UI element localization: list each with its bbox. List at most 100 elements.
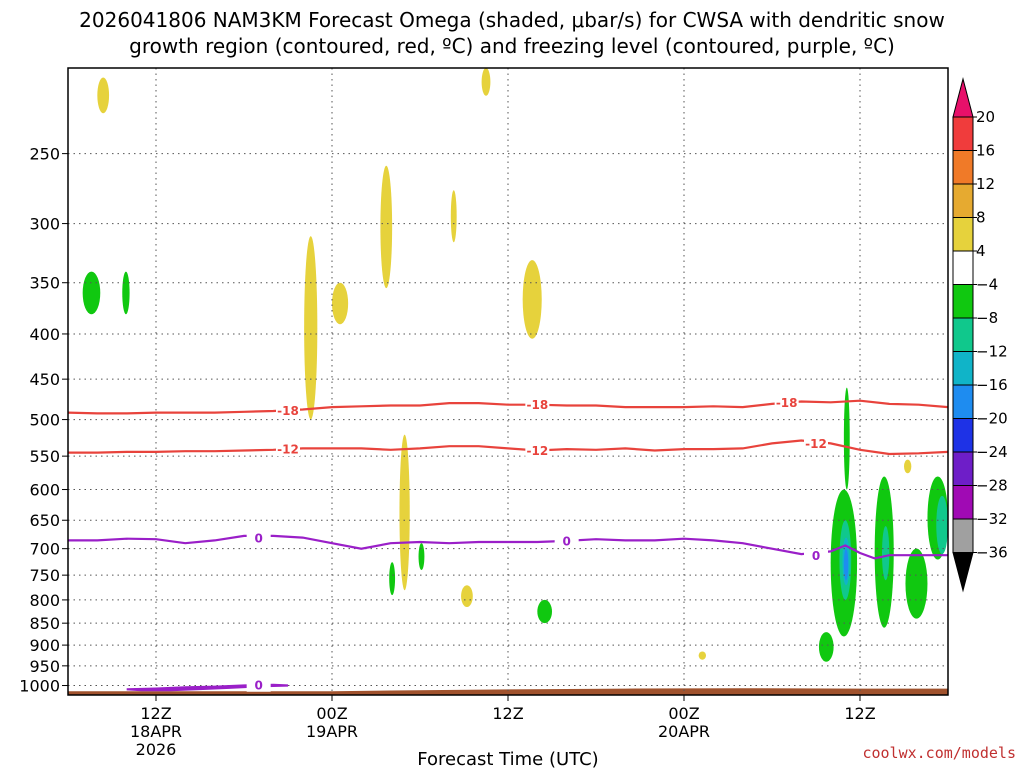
y-tick-label-8: 650 (29, 511, 60, 530)
colorbar-swatch-13 (952, 518, 974, 553)
contour-line-1 (68, 439, 949, 456)
omega-cell-14 (418, 543, 425, 570)
omega-cell-4 (522, 260, 542, 339)
contour-label-bg (804, 548, 828, 563)
contour-line-0 (67, 399, 949, 415)
contour-label-bg (804, 436, 828, 451)
omega-cell-11 (82, 271, 101, 315)
colorbar-label-4: 4 (976, 242, 986, 260)
colorbar-label-0: 20 (976, 108, 995, 126)
omega-cell-24 (936, 495, 949, 555)
contour-label-2-0: 0 (254, 532, 262, 546)
contour-label-bg (525, 443, 550, 458)
x-tick-label-3-0: 00Z (668, 704, 699, 723)
contour-label-bg (276, 403, 300, 418)
contour-label-bg (525, 397, 550, 412)
contour-label-0-0: -18 (277, 404, 299, 418)
colorbar-label-10: −24 (976, 443, 1008, 461)
omega-cell-1 (481, 68, 491, 96)
x-tick-label-0-0: 12Z (140, 704, 171, 723)
omega-cell-8 (461, 585, 473, 608)
omega-cell-10 (904, 459, 912, 474)
colorbar-swatch-12 (952, 485, 974, 520)
colorbar-label-3: 8 (976, 209, 986, 227)
y-tick-label-7: 600 (29, 481, 60, 500)
omega-cell-26 (843, 548, 849, 581)
y-tick-label-9: 700 (29, 540, 60, 559)
colorbar-swatch-2 (952, 150, 974, 185)
omega-cell-6 (332, 282, 349, 325)
contour-label-2-1: 0 (562, 534, 570, 548)
y-tick-label-6: 550 (29, 447, 60, 466)
y-axis-ticks: 250 300 350 400 450 500 550 600 650 700 750 800 850 9… (19, 145, 68, 696)
y-tick-label-14: 950 (29, 657, 60, 676)
contour-label-1-1: -12 (526, 444, 548, 458)
y-tick-label-1: 300 (29, 215, 60, 234)
colorbar-swatch-10 (952, 418, 974, 453)
x-tick-label-2-0: 12Z (492, 704, 523, 723)
colorbar-swatch-11 (952, 451, 974, 486)
colorbar-label-6: −8 (976, 309, 998, 327)
y-tick-label-4: 450 (29, 370, 60, 389)
contour-label-2-2: 0 (812, 549, 820, 563)
colorbar-swatch-6 (952, 284, 974, 319)
colorbar-label-2: 12 (976, 175, 995, 193)
omega-colorbar: 20 16 12 8 4 −4 −8 −12 −16 −20 −24 −28 −32 −36 (952, 77, 1008, 593)
colorbar-bottom-arrow (952, 552, 974, 593)
colorbar-label-12: −32 (976, 510, 1008, 528)
contour-line-3 (126, 683, 289, 692)
y-tick-label-12: 850 (29, 614, 60, 633)
omega-cell-16 (818, 632, 834, 662)
colorbar-label-1: 16 (976, 142, 995, 160)
omega-cell-5 (304, 236, 318, 420)
omega-cell-20 (905, 548, 928, 619)
colorbar-swatch-1 (952, 116, 974, 151)
contour-label-bg (246, 677, 271, 692)
x-tick-label-4-0: 12Z (844, 704, 875, 723)
y-tick-label-11: 800 (29, 591, 60, 610)
omega-cell-23 (882, 526, 890, 581)
temperature-contours: -18 -18 -18 -12 -12 -12 0 0 0 0 (67, 395, 949, 692)
y-tick-label-2: 350 (29, 274, 60, 293)
colorbar-swatch-7 (952, 317, 974, 352)
contour-label-bg (554, 533, 579, 548)
omega-cell-7 (399, 434, 410, 591)
omega-cell-15 (537, 599, 553, 624)
colorbar-swatch-4 (952, 217, 974, 252)
y-tick-label-5: 500 (29, 411, 60, 430)
colorbar-label-5: −4 (976, 276, 998, 294)
grid-lines (68, 68, 948, 695)
x-tick-label-3-1: 20APR (658, 722, 710, 741)
y-tick-label-13: 900 (29, 636, 60, 655)
chart-title-line2: growth region (contoured, red, ºC) and f… (129, 34, 895, 58)
colorbar-swatch-9 (952, 384, 974, 419)
omega-cell-12 (122, 271, 130, 315)
colorbar-top-arrow (952, 77, 974, 118)
y-tick-label-3: 400 (29, 325, 60, 344)
x-tick-label-1-0: 00Z (316, 704, 347, 723)
colorbar-label-11: −28 (976, 477, 1008, 495)
colorbar-label-8: −16 (976, 376, 1008, 394)
colorbar-label-9: −20 (976, 410, 1008, 428)
contour-label-3-0: 0 (254, 678, 262, 692)
chart-title-line1: 2026041806 NAM3KM Forecast Omega (shaded… (79, 8, 945, 32)
ground-surface (68, 688, 948, 695)
omega-cell-2 (380, 165, 393, 289)
colorbar-swatch-3 (952, 183, 974, 218)
x-tick-label-0-1: 18APR (130, 722, 182, 741)
contour-label-bg (246, 531, 271, 546)
site-credit: coolwx.com/models (862, 744, 1016, 762)
x-tick-label-1-1: 19APR (306, 722, 358, 741)
contour-line-2 (68, 534, 948, 560)
x-tick-label-0-2: 2026 (136, 740, 177, 759)
omega-cell-0 (97, 77, 110, 114)
contour-label-1-0: -12 (277, 443, 299, 457)
x-axis-title: Forecast Time (UTC) (417, 749, 598, 768)
y-tick-label-15: 1000 (19, 677, 60, 696)
colorbar-label-7: −12 (976, 343, 1008, 361)
omega-shading (68, 68, 949, 695)
colorbar-label-13: −36 (976, 544, 1008, 562)
y-tick-label-0: 250 (29, 145, 60, 164)
